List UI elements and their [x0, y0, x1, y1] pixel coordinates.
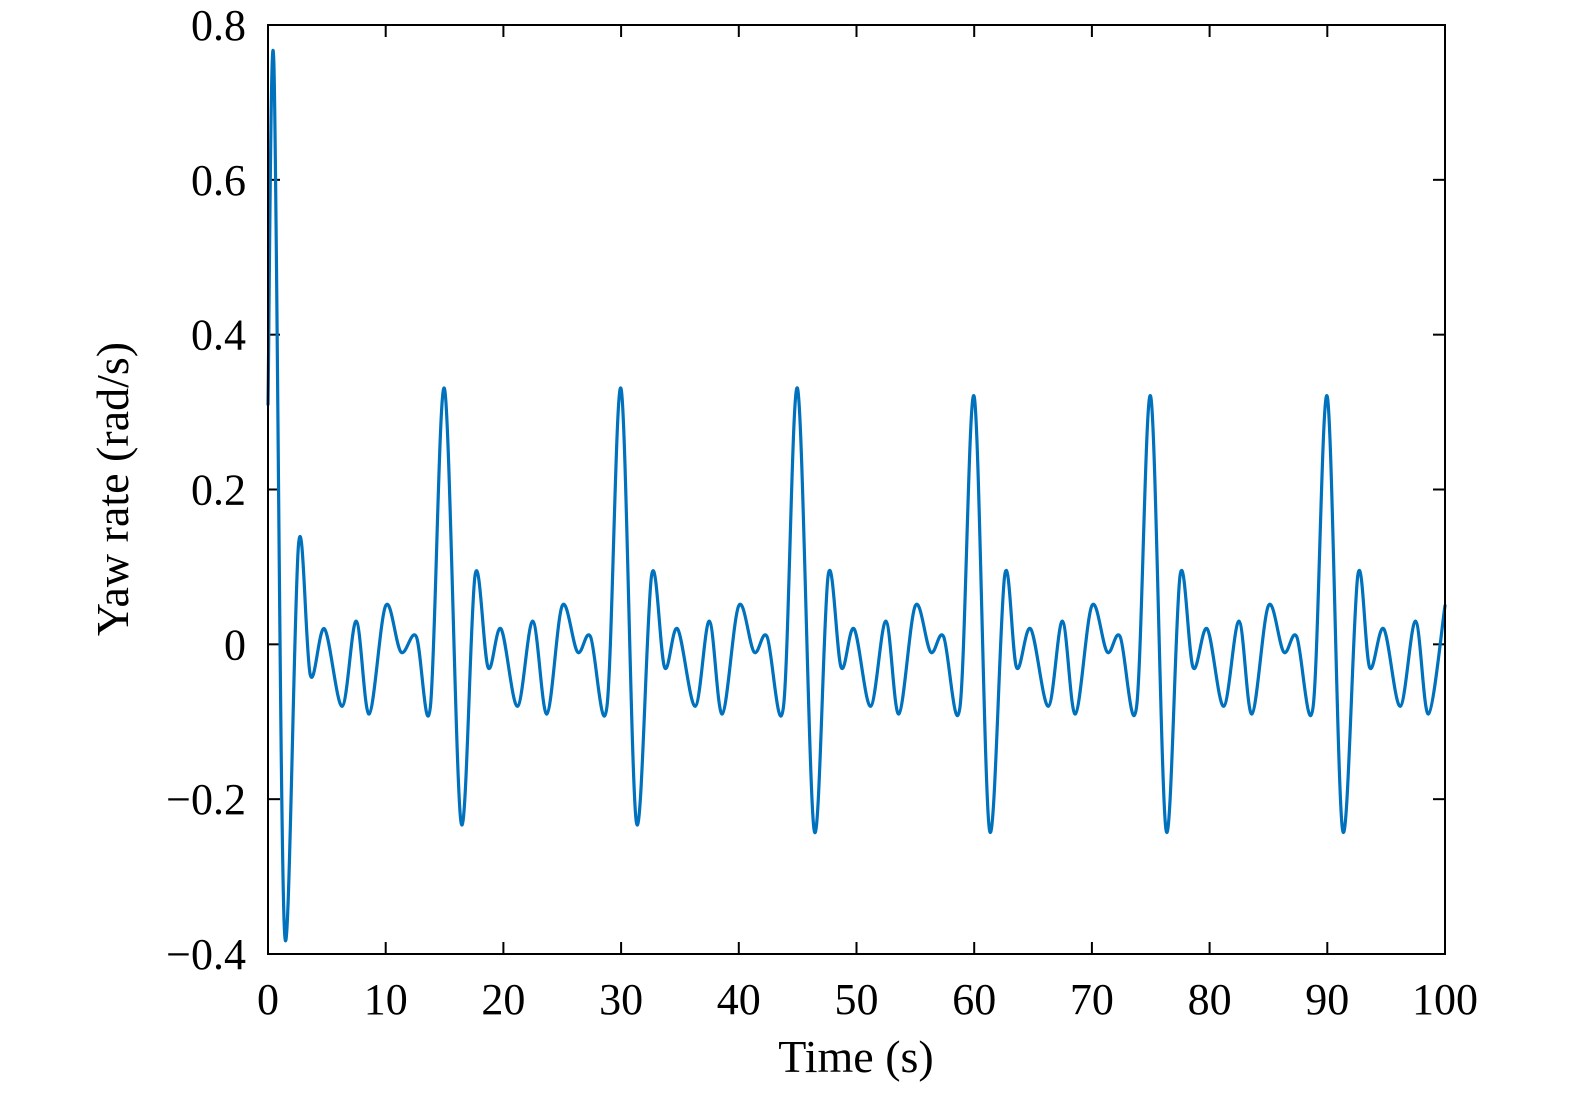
y-tick-label: 0.2 [191, 466, 246, 515]
y-tick-label: 0 [224, 620, 246, 669]
y-tick-label: 0.6 [191, 156, 246, 205]
y-tick-label: 0.8 [191, 1, 246, 50]
y-tick-label: 0.4 [191, 311, 246, 360]
x-tick-label: 50 [835, 975, 879, 1024]
x-tick-label: 70 [1070, 975, 1114, 1024]
x-tick-label: 40 [717, 975, 761, 1024]
x-tick-label: 100 [1412, 975, 1478, 1024]
plot-area [268, 25, 1445, 954]
tick-labels: 0 10 20 30 40 50 60 70 80 90 100 −0.4 −0.2 0 0.2 0.4 0.6… [166, 1, 1478, 1024]
y-tick-label: −0.2 [166, 775, 246, 824]
x-tick-label: 60 [952, 975, 996, 1024]
series-line [266, 49, 1447, 943]
y-axis-label: Yaw rate (rad/s) [87, 342, 138, 636]
x-tick-label: 30 [599, 975, 643, 1024]
y-tick-label: −0.4 [166, 930, 246, 979]
x-axis-label: Time (s) [778, 1031, 934, 1082]
x-tick-label: 80 [1188, 975, 1232, 1024]
x-tick-label: 90 [1305, 975, 1349, 1024]
x-tick-label: 0 [257, 975, 279, 1024]
x-tick-label: 10 [364, 975, 408, 1024]
x-tick-label: 20 [481, 975, 525, 1024]
plot-frame [267, 24, 1446, 955]
